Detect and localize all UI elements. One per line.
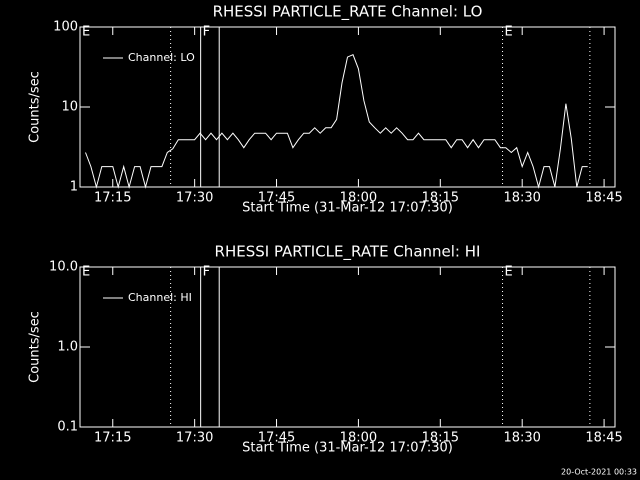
marker-label: F — [203, 265, 210, 280]
y-tick-label: 100 — [53, 20, 78, 35]
marker-label: E — [82, 25, 90, 40]
chart-title: RHESSI PARTICLE_RATE Channel: HI — [215, 243, 481, 262]
x-tick-label: 17:30 — [176, 191, 213, 206]
y-axis-label: Counts/sec — [28, 71, 43, 143]
marker-label: E — [505, 25, 513, 40]
x-tick-label: 18:15 — [422, 191, 459, 206]
marker-label: E — [505, 265, 513, 280]
x-tick-label: 17:15 — [94, 191, 131, 206]
x-axis-label: Start Time (31-Mar-12 17:07:30) — [242, 441, 453, 456]
y-axis-label: Counts/sec — [28, 311, 43, 383]
x-axis-label: Start Time (31-Mar-12 17:07:30) — [242, 201, 453, 216]
marker-label: F — [203, 25, 210, 40]
x-tick-label: 18:00 — [340, 431, 377, 446]
y-tick-label: 10.0 — [49, 260, 78, 275]
marker-label: E — [82, 265, 90, 280]
x-tick-label: 18:45 — [585, 431, 622, 446]
x-tick-label: 18:45 — [585, 191, 622, 206]
x-tick-label: 17:45 — [258, 191, 295, 206]
x-tick-label: 17:15 — [94, 431, 131, 446]
y-tick-label: 1.0 — [57, 340, 78, 355]
legend-label: Channel: HI — [128, 291, 192, 304]
x-tick-label: 18:15 — [422, 431, 459, 446]
x-tick-label: 17:45 — [258, 431, 295, 446]
x-tick-label: 18:00 — [340, 191, 377, 206]
legend-label: Channel: LO — [128, 51, 195, 64]
y-tick-label: 0.1 — [57, 420, 78, 435]
footer: 20-Oct-2021 00:33 — [561, 468, 637, 477]
x-tick-label: 18:30 — [503, 191, 540, 206]
x-tick-label: 18:30 — [503, 431, 540, 446]
y-tick-label: 1 — [70, 180, 78, 195]
x-tick-label: 17:30 — [176, 431, 213, 446]
chart-title: RHESSI PARTICLE_RATE Channel: LO — [213, 3, 483, 22]
data-line — [85, 54, 588, 189]
y-tick-label: 10 — [61, 100, 78, 115]
